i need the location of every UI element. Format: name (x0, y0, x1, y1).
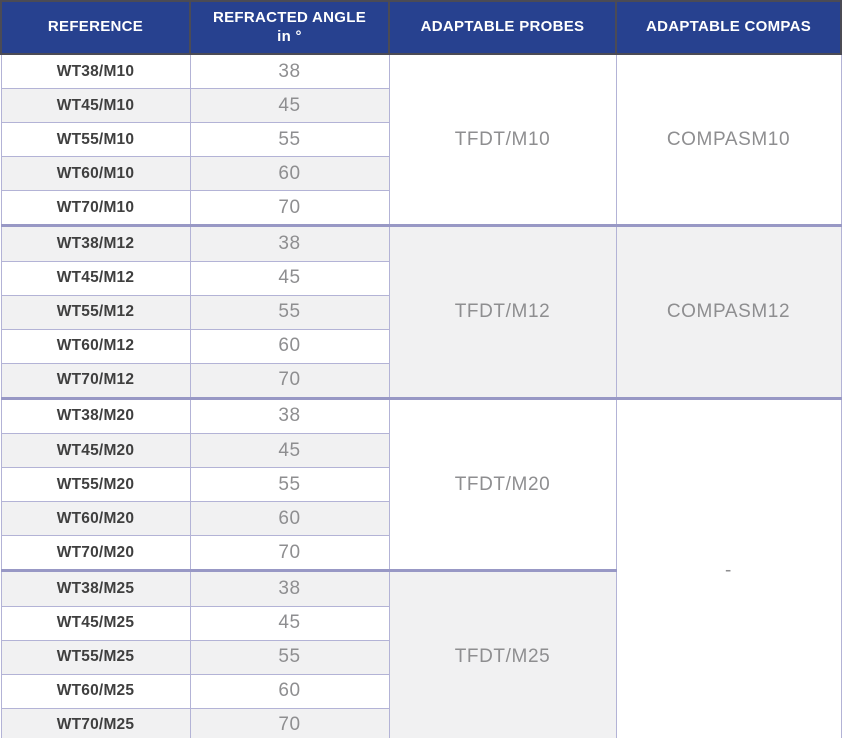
compas-cell: COMPASM10 (615, 53, 842, 227)
reference-cell: WT45/M25 (0, 605, 191, 641)
reference-cell: WT38/M12 (0, 224, 191, 262)
reference-cell: WT45/M10 (0, 88, 191, 124)
table-row: WT45/M10 45 (0, 88, 841, 124)
refracted-angle-cell: 55 (189, 122, 390, 158)
refracted-angle-cell: 38 (189, 569, 390, 607)
reference-cell: WT55/M25 (0, 639, 191, 675)
refracted-angle-cell: 55 (189, 294, 390, 330)
table-row: WT60/M10 60 (0, 156, 841, 192)
table-header: REFERENCE REFRACTED ANGLE in ° ADAPTABLE… (0, 0, 842, 55)
table-row: WT70/M20 70 (0, 535, 841, 572)
refracted-angle-cell: 70 (189, 190, 390, 227)
reference-cell: WT60/M10 (0, 156, 191, 192)
refracted-angle-cell: 70 (189, 535, 390, 572)
reference-cell: WT60/M20 (0, 501, 191, 537)
compas-cell: - (615, 396, 842, 738)
reference-cell: WT45/M20 (0, 433, 191, 469)
refracted-angle-cell: 45 (189, 88, 390, 124)
refracted-angle-cell: 38 (189, 396, 390, 435)
table-row: WT60/M12 60 (0, 328, 841, 364)
reference-cell: WT38/M25 (0, 569, 191, 607)
header-row: REFERENCE REFRACTED ANGLE in ° ADAPTABLE… (0, 0, 842, 55)
reference-cell: WT55/M10 (0, 122, 191, 158)
reference-cell: WT70/M12 (0, 362, 191, 399)
refracted-angle-cell: 55 (189, 467, 390, 503)
reference-cell: WT55/M20 (0, 467, 191, 503)
table-row: WT45/M12 45 (0, 260, 841, 296)
refracted-angle-cell: 60 (189, 156, 390, 192)
reference-cell: WT60/M25 (0, 673, 191, 709)
col-header-reference: REFERENCE (0, 0, 191, 55)
table-row: WT70/M10 70 (0, 190, 841, 227)
table-row: WT70/M12 70 (0, 362, 841, 399)
table-row: WT38/M20 38 TFDT/M20- (0, 396, 842, 738)
reference-cell: WT55/M12 (0, 294, 191, 330)
col-header-adaptable-compas: ADAPTABLE COMPAS (615, 0, 842, 55)
table-row: WT55/M10 55 (0, 122, 841, 158)
refracted-angle-cell: 70 (189, 362, 390, 399)
probe-cell: TFDT/M20 (388, 396, 617, 572)
col-header-refracted-angle: REFRACTED ANGLE in ° (189, 0, 390, 55)
refracted-angle-cell: 55 (189, 639, 390, 675)
refracted-angle-cell: 60 (189, 501, 390, 537)
table-row: WT45/M25 45 (0, 605, 841, 641)
table-row: WT70/M25 70 (0, 707, 841, 738)
col-header-adaptable-probes: ADAPTABLE PROBES (388, 0, 617, 55)
table-row: WT38/M10 38 TFDT/M10 COMPASM10 (0, 53, 842, 227)
probe-cell: TFDT/M10 (388, 53, 617, 227)
table-row: WT38/M25 38 TFDT/M25 (0, 569, 841, 738)
table-row: WT55/M20 55 (0, 467, 841, 503)
probe-cell: TFDT/M12 (388, 224, 617, 399)
refracted-angle-cell: 60 (189, 328, 390, 364)
table-row: WT60/M25 60 (0, 673, 841, 709)
reference-cell: WT70/M20 (0, 535, 191, 572)
refracted-angle-cell: 70 (189, 707, 390, 738)
refracted-angle-cell: 38 (189, 224, 390, 262)
spec-table-body: WT38/M10 38 TFDT/M10 COMPASM10 WT45/M10 45 WT5… (0, 53, 842, 738)
reference-cell: WT60/M12 (0, 328, 191, 364)
refracted-angle-cell: 60 (189, 673, 390, 709)
refracted-angle-cell: 45 (189, 605, 390, 641)
compas-cell: COMPASM12 (615, 224, 842, 399)
table-row: WT60/M20 60 (0, 501, 841, 537)
table-row: WT55/M12 55 (0, 294, 841, 330)
reference-cell: WT38/M20 (0, 396, 191, 435)
refracted-angle-cell: 45 (189, 260, 390, 296)
refracted-angle-cell: 45 (189, 433, 390, 469)
refracted-angle-cell: 38 (189, 53, 390, 90)
reference-cell: WT70/M25 (0, 707, 191, 738)
reference-cell: WT45/M12 (0, 260, 191, 296)
probe-cell: TFDT/M25 (388, 569, 617, 738)
reference-cell: WT70/M10 (0, 190, 191, 227)
reference-cell: WT38/M10 (0, 53, 191, 90)
table-row: WT38/M12 38 TFDT/M12 COMPASM12 (0, 224, 842, 399)
